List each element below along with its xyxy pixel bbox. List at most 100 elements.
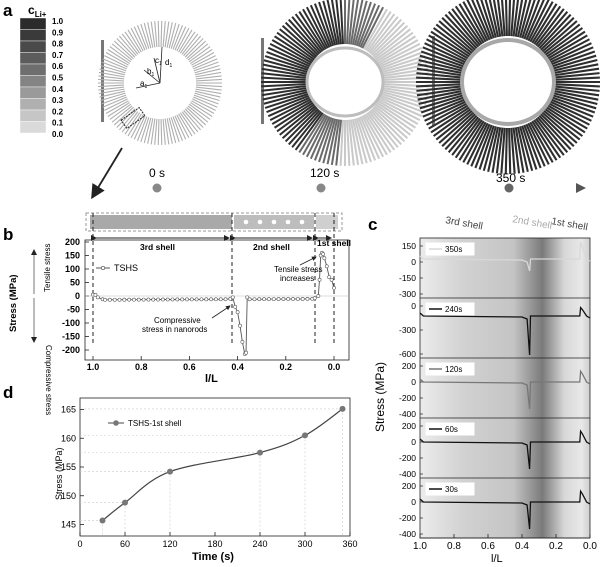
b-marker xyxy=(262,297,267,302)
b-marker xyxy=(132,297,136,302)
label-c1: c1 xyxy=(155,56,162,67)
d-xtick: 0 xyxy=(77,539,82,549)
colorbar-swatch xyxy=(19,63,47,76)
b-marker xyxy=(165,297,170,302)
xlabel-b: l/L xyxy=(205,373,218,385)
b-marker xyxy=(245,295,250,300)
colorbar-swatch xyxy=(19,86,47,99)
b-marker xyxy=(127,297,132,302)
b-marker xyxy=(291,297,295,301)
b-marker xyxy=(321,252,326,257)
colorbar-tick: 0.3 xyxy=(52,96,64,105)
b-marker xyxy=(185,297,189,302)
region-label-1st-b: 1st shell xyxy=(317,238,351,248)
colorbar-title: cLi+ xyxy=(28,3,47,19)
d-ytick: 155 xyxy=(61,462,76,472)
c-ytick: 150 xyxy=(402,241,416,251)
panel-label-a: a xyxy=(3,1,13,20)
b-marker xyxy=(332,285,336,290)
c-legend-30s: 30s xyxy=(445,485,458,494)
b-marker xyxy=(209,297,213,302)
d-ytick: 145 xyxy=(61,520,76,530)
b-xtick: 0.8 xyxy=(135,362,148,372)
nanorod-strip xyxy=(85,212,343,232)
c-ytick: -300 xyxy=(399,325,416,335)
region-label-2nd-b: 2nd shell xyxy=(253,242,290,252)
c-xtick: 0.8 xyxy=(447,541,461,552)
b-marker xyxy=(160,297,165,302)
colorbar-swatch xyxy=(19,98,47,111)
c-ytick: -400 xyxy=(399,469,416,479)
d-data-point xyxy=(122,499,128,506)
c-legend-60s: 60s xyxy=(445,425,458,434)
panel-label-b: b xyxy=(3,225,13,244)
colorbar-swatch xyxy=(19,17,47,30)
time-label-120s: 120 s xyxy=(310,166,339,180)
d-ytick: 165 xyxy=(61,405,76,415)
d-data-point xyxy=(99,517,106,524)
region-label-3rd-c: 3rd shell xyxy=(444,215,483,232)
colorbar-swatch xyxy=(19,75,47,88)
colorbar-tick: 0.7 xyxy=(52,51,64,60)
ylabel-d: Stress (MPa) xyxy=(54,447,64,500)
b-marker xyxy=(286,297,291,301)
b-xtick: 0.2 xyxy=(280,362,293,372)
c-ytick: 200 xyxy=(402,361,416,371)
b-ytick: 150 xyxy=(65,251,80,261)
c-ytick: -600 xyxy=(399,349,416,359)
b-marker xyxy=(93,293,98,297)
b-marker xyxy=(230,295,235,300)
nanorod-sphere-0s: a1 b1 c1 d1 xyxy=(98,21,222,145)
colorbar-swatch xyxy=(19,121,47,134)
c-curve-350s xyxy=(419,241,591,272)
c-legend-240s: 240s xyxy=(445,305,462,314)
zoom-arrow xyxy=(91,147,123,200)
b-marker xyxy=(204,297,209,302)
b-marker xyxy=(316,294,321,298)
b-marker xyxy=(194,297,199,302)
colorbar-swatch xyxy=(19,29,47,42)
radius-lines xyxy=(135,46,163,89)
plot-d: 145 150 155 160 165 0 60 120 180 240 300 360 TSHS-… xyxy=(61,397,358,549)
b-marker xyxy=(281,297,286,301)
b-marker xyxy=(327,275,332,280)
b-marker xyxy=(271,297,276,302)
b-xtick: 0.6 xyxy=(183,362,196,372)
d-ytick: 150 xyxy=(61,491,76,501)
b-marker xyxy=(295,297,300,301)
colorbar-tick: 0.4 xyxy=(52,85,64,94)
b-marker xyxy=(252,297,257,302)
annotation-compressive-1: Compressive xyxy=(154,316,201,325)
b-ytick: -50 xyxy=(67,305,80,315)
nanorod-sphere-120s xyxy=(261,0,429,166)
colorbar-swatch xyxy=(19,52,47,65)
b-ytick: 200 xyxy=(65,237,80,247)
panel-label-c: c xyxy=(368,215,377,234)
b-xtick: 1.0 xyxy=(87,362,100,372)
b-marker xyxy=(322,256,327,261)
tensile-label: Tensile stress xyxy=(43,244,52,292)
compressive-label: Compressive stress xyxy=(44,345,53,415)
plot-b: 200 150 100 50 0 -50 -100 -150 -200 1.0 0.8 0.6 0.4… xyxy=(62,237,350,372)
c-curve-30s xyxy=(419,489,591,530)
timeline: 0 s 120 s 350 s xyxy=(149,166,586,193)
d-xtick: 180 xyxy=(207,539,222,549)
b-ytick: -100 xyxy=(62,318,80,328)
b-marker xyxy=(247,297,252,302)
b-marker xyxy=(95,295,100,300)
d-xtick: 120 xyxy=(162,539,177,549)
c-ytick: 200 xyxy=(402,481,416,491)
b-marker xyxy=(276,297,281,301)
b-marker xyxy=(103,297,107,302)
d-data-point xyxy=(167,468,173,475)
b-marker xyxy=(141,297,146,302)
plot-c: 3rd shell 2nd shell 1st shell 150 0 -150 -3… xyxy=(399,214,597,552)
b-xtick: 0.0 xyxy=(328,362,341,372)
b-marker xyxy=(136,297,141,302)
b-marker xyxy=(112,297,117,302)
xlabel-d: Time (s) xyxy=(192,551,234,563)
c-curve-60s xyxy=(419,429,591,470)
c-ytick: 0 xyxy=(411,437,416,447)
c-ytick: 0 xyxy=(411,497,416,507)
b-marker xyxy=(257,297,262,302)
